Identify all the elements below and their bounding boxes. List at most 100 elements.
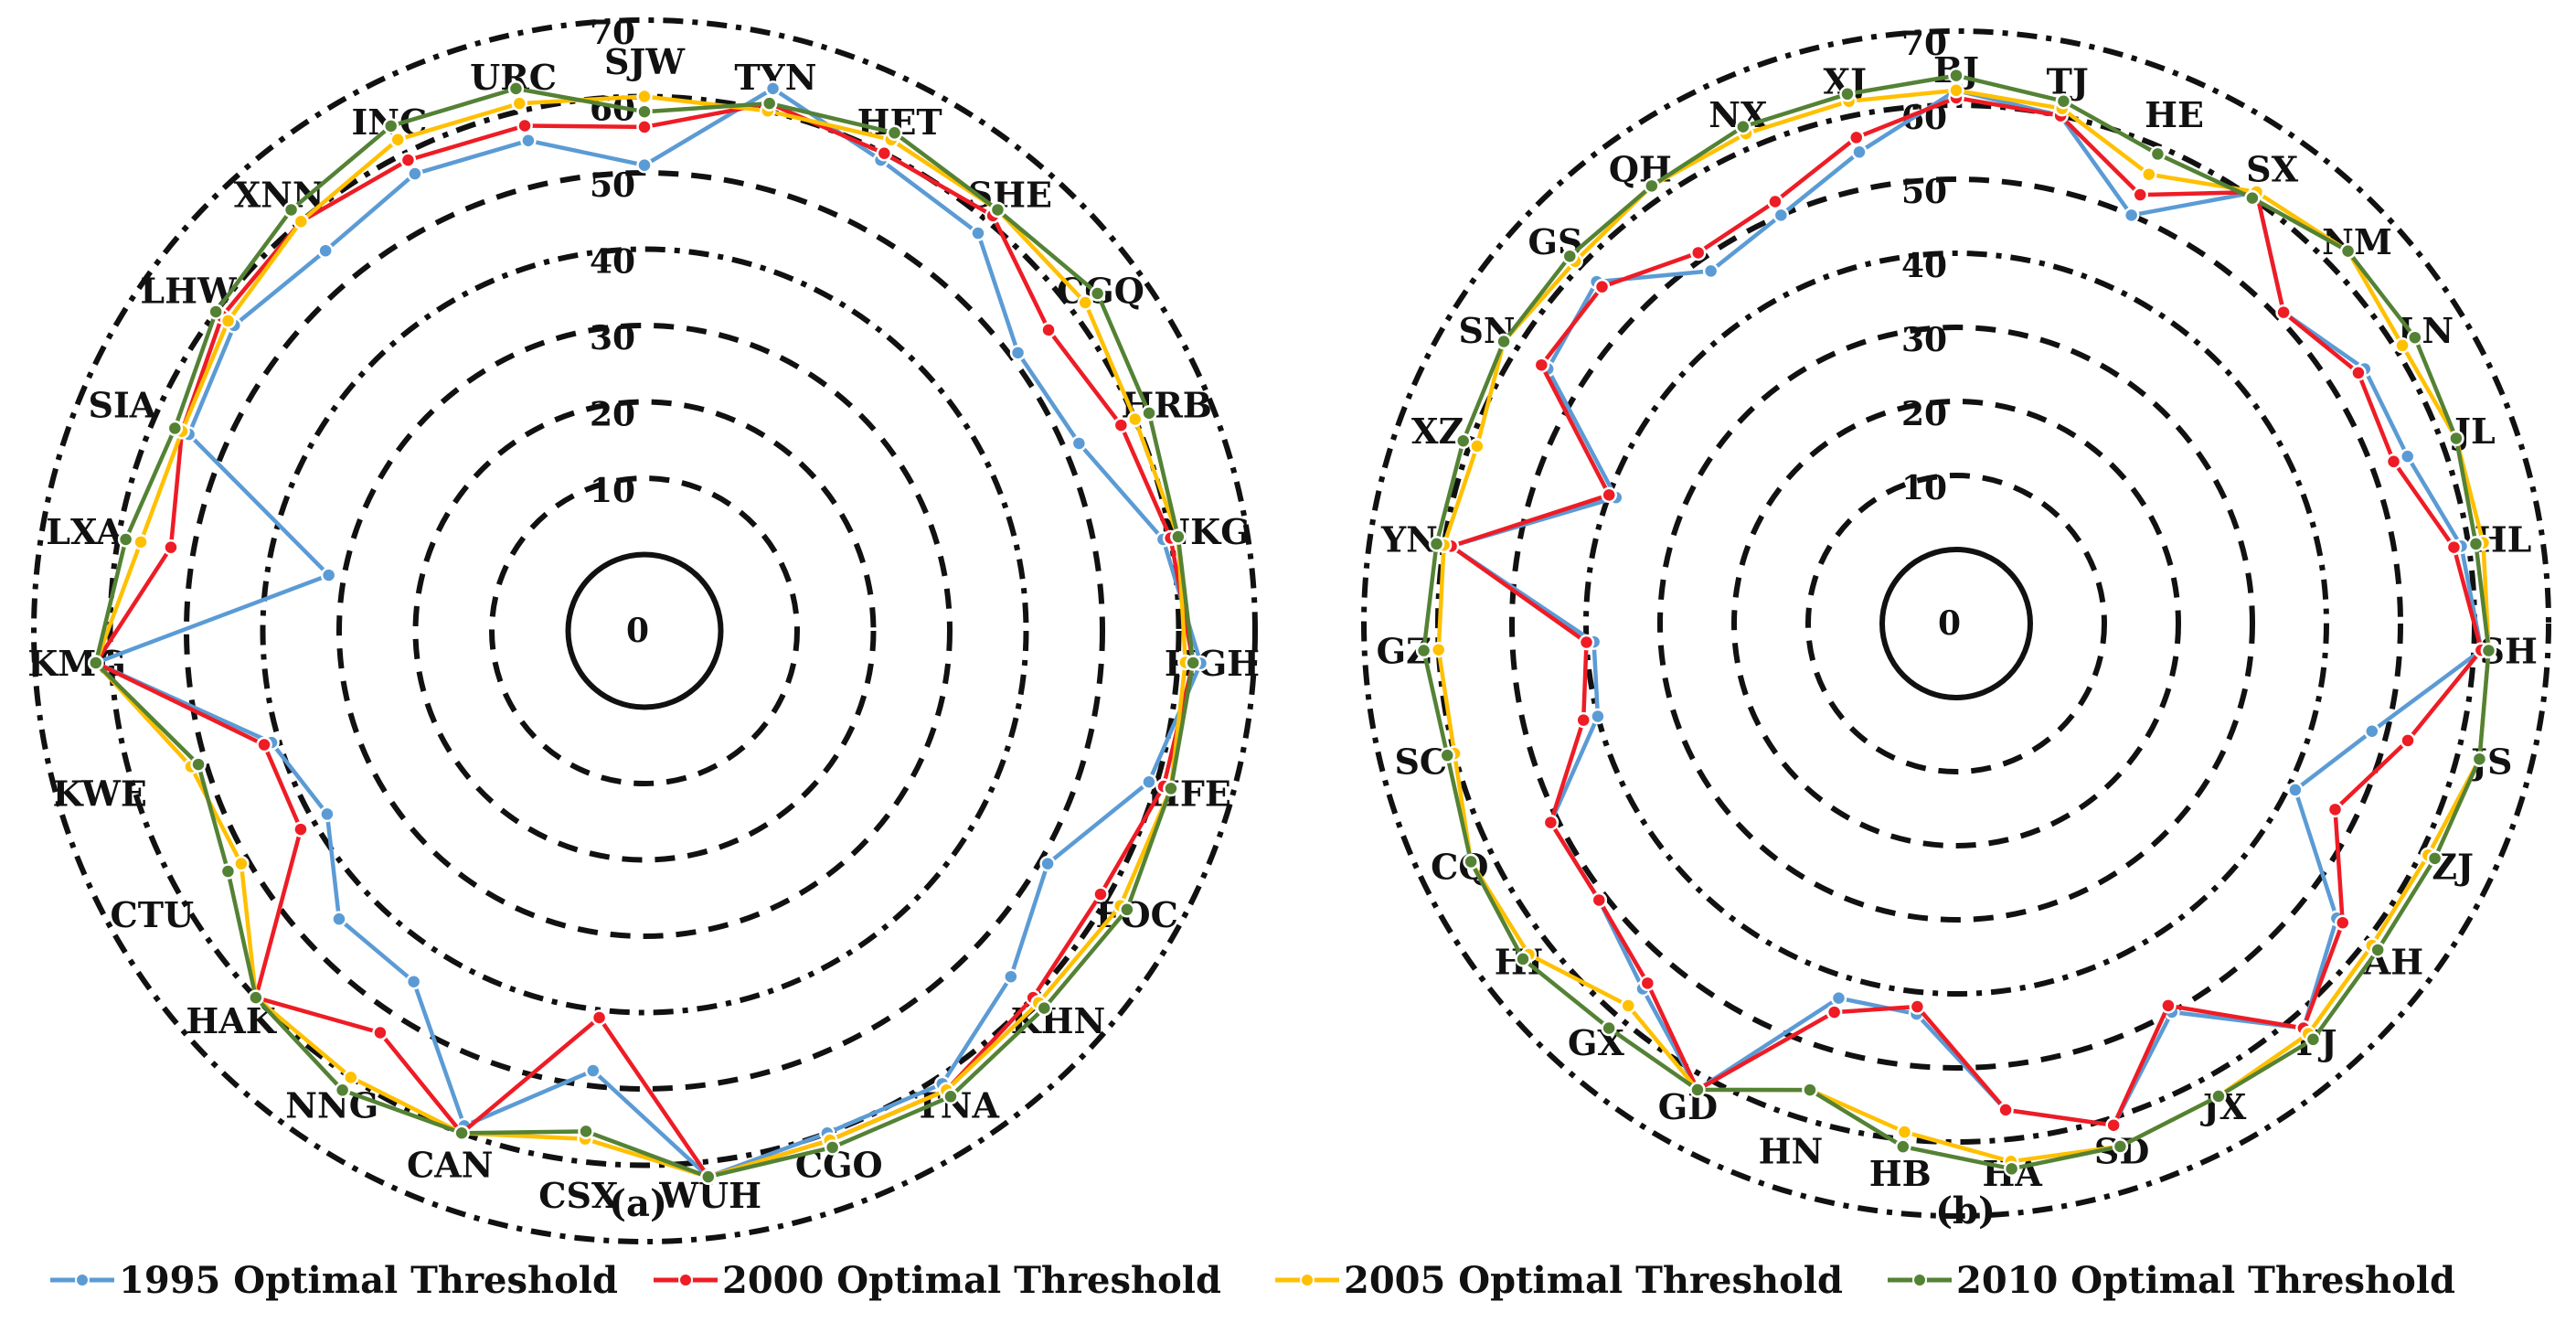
data-point <box>2394 337 2411 354</box>
data-point <box>700 1168 717 1185</box>
data-point <box>372 1024 389 1041</box>
data-point <box>163 539 179 556</box>
grid-ring-0 <box>565 551 724 710</box>
data-point <box>2244 189 2261 207</box>
category-label: LXA <box>46 511 123 552</box>
data-point <box>453 1125 470 1142</box>
data-point <box>2149 145 2166 163</box>
data-point <box>1997 1102 2014 1118</box>
grid-ring-70 <box>31 17 1258 1244</box>
data-point <box>1170 528 1187 545</box>
data-point <box>761 95 778 112</box>
data-point <box>1126 411 1144 428</box>
data-point <box>2369 942 2386 958</box>
data-point <box>2471 751 2488 767</box>
data-point <box>1601 486 1617 504</box>
data-point <box>2364 723 2380 740</box>
category-label: SJW <box>604 41 686 82</box>
data-point <box>591 1009 608 1026</box>
data-point <box>636 88 653 105</box>
category-label: CAN <box>407 1144 493 1185</box>
data-point <box>2105 1116 2122 1134</box>
data-point <box>1826 1004 1843 1020</box>
grid-rings <box>31 17 1258 1244</box>
data-point <box>1802 1082 1818 1098</box>
data-point <box>1772 207 1790 224</box>
data-point <box>1542 814 1559 831</box>
data-point <box>2399 448 2416 464</box>
legend-marker-2010 <box>1912 1273 1927 1287</box>
data-point <box>1601 1019 1617 1037</box>
data-point <box>876 144 893 162</box>
data-point <box>970 225 986 241</box>
data-point <box>585 1062 601 1079</box>
data-point <box>2448 430 2464 447</box>
data-point <box>636 103 653 120</box>
data-point <box>219 863 237 880</box>
data-point <box>1590 708 1606 725</box>
data-point <box>1039 855 1056 872</box>
data-point <box>1689 1082 1706 1098</box>
data-point <box>520 133 537 149</box>
series-line <box>1449 88 2484 1127</box>
grid-ring-50 <box>1509 176 2403 1071</box>
series-line <box>1436 88 2491 1164</box>
data-point <box>2334 914 2351 931</box>
category-label: NNG <box>285 1085 378 1126</box>
data-point <box>1036 999 1053 1017</box>
data-point <box>1948 67 1964 84</box>
grid-ring-40 <box>1583 251 2329 997</box>
grid-ring-0 <box>1879 547 2033 700</box>
legend-label-2010: 2010 Optimal Threshold <box>1956 1259 2455 1302</box>
data-point <box>293 213 310 229</box>
data-point <box>516 117 533 134</box>
legend-item-2010: 2010 Optimal Threshold <box>1888 1259 2455 1302</box>
data-point <box>233 855 250 872</box>
data-point <box>399 152 417 168</box>
data-point <box>1830 989 1847 1007</box>
data-point <box>1430 641 1447 658</box>
series-line <box>93 86 1196 1179</box>
tick-label: 20 <box>590 396 635 434</box>
series-2010 <box>1415 67 2497 1178</box>
grid-ring-40 <box>260 246 1029 1016</box>
data-point <box>2445 539 2463 556</box>
grid-ring-10 <box>489 475 800 786</box>
legend-marker-1995 <box>75 1273 90 1287</box>
category-label: CSX <box>538 1175 619 1216</box>
data-point <box>1141 774 1157 790</box>
legend-label-1995: 1995 Optimal Threshold <box>119 1259 618 1302</box>
tick-label: 0 <box>1938 604 1961 643</box>
category-label: HB <box>1869 1153 1932 1194</box>
data-point <box>319 806 335 823</box>
category-label: SIA <box>89 385 157 426</box>
data-point <box>1575 711 1591 729</box>
data-point <box>2055 92 2072 110</box>
data-point <box>405 973 422 990</box>
data-point <box>2210 1088 2227 1104</box>
data-point <box>2132 187 2148 203</box>
data-point <box>2339 242 2357 260</box>
data-point <box>1702 262 1719 280</box>
data-point <box>2112 1138 2129 1155</box>
data-point <box>1092 886 1109 902</box>
data-point <box>407 165 423 182</box>
tick-label: 40 <box>590 243 635 282</box>
data-point <box>1469 438 1485 454</box>
data-point <box>507 80 525 97</box>
category-label: KWE <box>52 773 146 814</box>
legend: 1995 Optimal Threshold 2000 Optimal Thre… <box>50 1259 2455 1302</box>
tick-label: 20 <box>1901 395 1947 433</box>
data-point <box>389 131 406 148</box>
data-point <box>636 156 653 174</box>
series-line <box>1449 95 2484 1127</box>
legend-label-2000: 2000 Optimal Threshold <box>722 1259 1221 1302</box>
data-point <box>1463 853 1479 870</box>
tick-label: 10 <box>590 472 635 510</box>
data-point <box>1185 655 1201 671</box>
category-label: SX <box>2246 148 2298 189</box>
data-point <box>1909 998 1926 1015</box>
legend-item-1995: 1995 Optimal Threshold <box>50 1259 618 1302</box>
